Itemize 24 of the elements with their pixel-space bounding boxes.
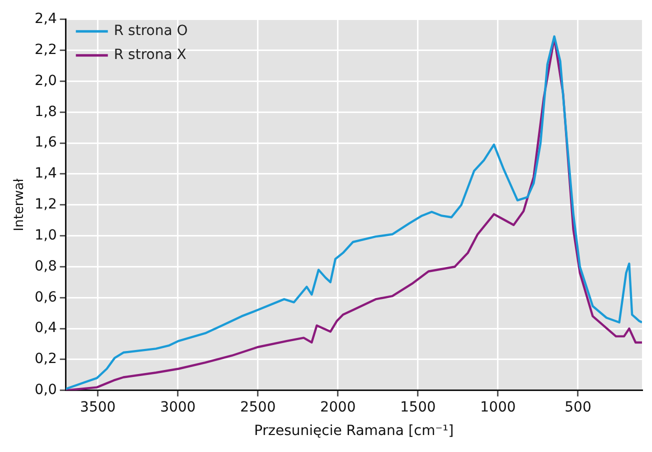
y-tick-label: 2,4 — [34, 11, 57, 28]
y-tick-label: 0,8 — [34, 258, 57, 274]
y-tick-label: 0,2 — [34, 351, 57, 368]
x-tick-label: 2000 — [320, 399, 356, 416]
x-axis-title: Przesunięcie Ramana [cm⁻¹] — [254, 423, 454, 440]
y-tick-label: 0,0 — [34, 382, 57, 398]
legend-label: R strona O — [114, 23, 188, 40]
x-tick-label: 2500 — [240, 399, 276, 416]
y-tick-label: 0,6 — [34, 289, 57, 306]
x-tick-label: 1000 — [480, 399, 516, 416]
x-tick-label: 3000 — [160, 399, 196, 416]
y-tick-label: 2,2 — [34, 42, 57, 58]
y-tick-label: 1,4 — [34, 166, 57, 182]
x-tick-label: 3500 — [80, 399, 116, 416]
y-tick-label: 1,8 — [34, 104, 57, 120]
y-tick-label: 2,0 — [34, 72, 57, 89]
legend-label: R strona X — [114, 47, 187, 64]
y-tick-label: 0,4 — [34, 320, 57, 336]
y-tick-label: 1,6 — [34, 134, 57, 151]
y-axis-title: Interwał — [12, 178, 28, 232]
x-tick-label: 500 — [564, 399, 592, 416]
y-tick-label: 1,2 — [34, 196, 57, 213]
x-tick-label: 1500 — [400, 399, 436, 416]
y-tick-label: 1,0 — [34, 227, 57, 244]
